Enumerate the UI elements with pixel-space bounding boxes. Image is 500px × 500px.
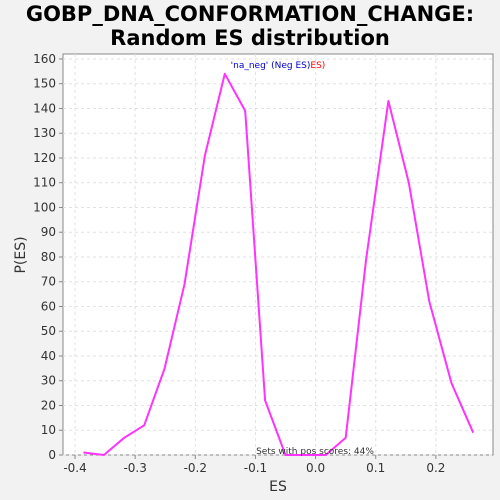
x-tick-label: -0.3: [123, 461, 146, 475]
chart-title-line2: Random ES distribution: [110, 26, 390, 50]
neg-annotation-part1: 'na_neg' (Neg ES): [231, 61, 311, 71]
x-tick-label: -0.2: [184, 461, 207, 475]
y-tick-label: 0: [48, 448, 56, 462]
y-tick-label: 150: [33, 77, 56, 91]
y-tick-label: 70: [41, 275, 56, 289]
x-axis: -0.4 -0.3 -0.2 -0.1 0.0 0.1 0.2: [63, 455, 445, 475]
y-tick-label: 30: [41, 374, 56, 388]
neg-annotation-part2: ES): [310, 61, 325, 71]
y-tick-label: 60: [41, 299, 56, 313]
y-tick-label: 20: [41, 398, 56, 412]
y-tick-label: 10: [41, 423, 56, 437]
y-tick-label: 160: [33, 52, 56, 66]
y-tick-label: 90: [41, 225, 56, 239]
chart-title-line1: GOBP_DNA_CONFORMATION_CHANGE:: [25, 2, 475, 26]
y-tick-label: 120: [33, 151, 56, 165]
chart-title: GOBP_DNA_CONFORMATION_CHANGE: Random ES …: [0, 2, 500, 50]
y-tick-label: 100: [33, 200, 56, 214]
y-axis-title: P(ES): [13, 236, 29, 273]
x-tick-label: 0.0: [306, 461, 325, 475]
series-group: [83, 72, 475, 456]
neg-annotation: 'na_neg' (Neg ES)ES): [231, 61, 326, 71]
y-axis: 0 10 20 30 40 50 60 70 80 90 100 110 120 130 140 150 160: [33, 52, 63, 462]
y-tick-label: 50: [41, 324, 56, 338]
y-tick-label: 40: [41, 349, 56, 363]
x-tick-label: 0.1: [366, 461, 385, 475]
x-tick-label: 0.2: [426, 461, 445, 475]
x-tick-label: -0.1: [244, 461, 267, 475]
y-tick-label: 80: [41, 250, 56, 264]
y-tick-label: 140: [33, 101, 56, 115]
y-tick-label: 130: [33, 126, 56, 140]
series-line: [83, 72, 475, 456]
plot-area: [62, 53, 494, 456]
pos-annotation: Sets with pos scores: 44%: [256, 447, 374, 457]
x-axis-title: ES: [269, 479, 287, 495]
x-tick-label: -0.4: [63, 461, 86, 475]
y-tick-label: 110: [33, 176, 56, 190]
